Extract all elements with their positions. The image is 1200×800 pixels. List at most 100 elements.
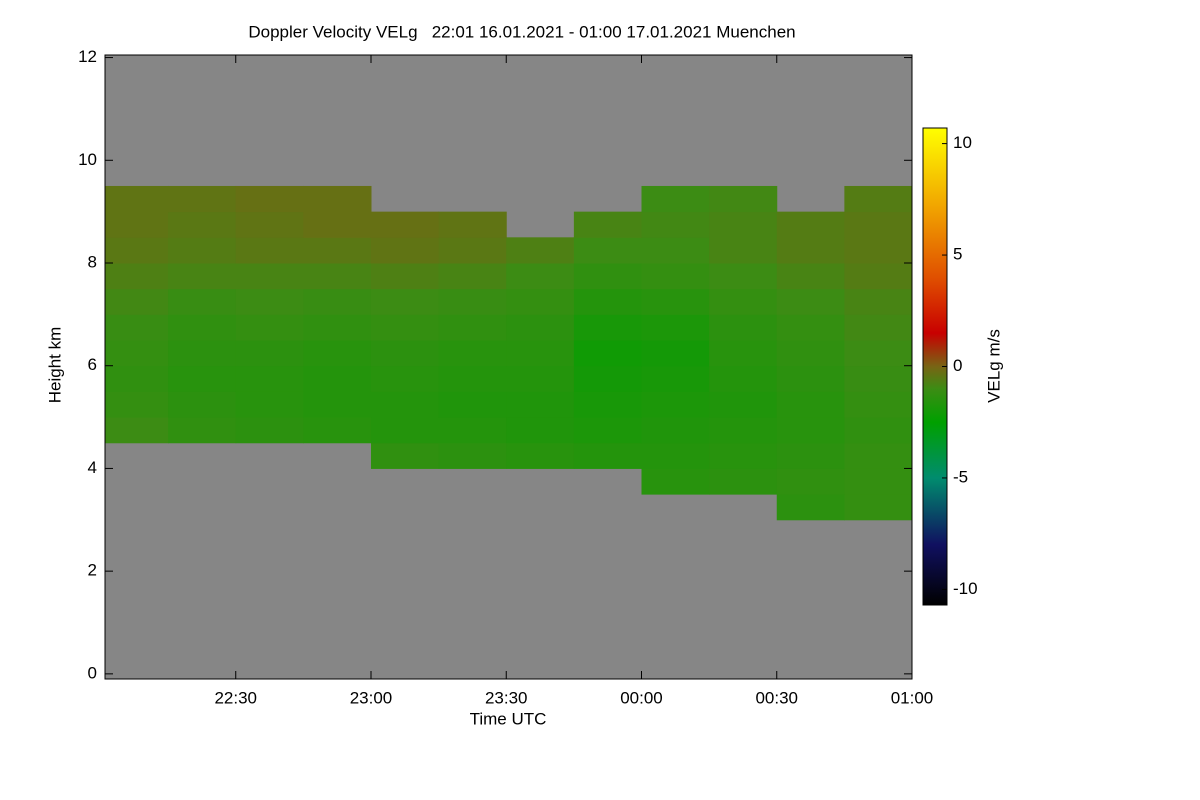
x-tick-label: 23:30: [485, 688, 528, 707]
heatmap-cell: [168, 391, 237, 418]
heatmap-cell: [776, 417, 845, 444]
heatmap-cell: [641, 340, 710, 367]
heatmap-cell: [709, 263, 778, 290]
heatmap-cell: [303, 314, 372, 341]
heatmap-cell: [438, 442, 507, 469]
heatmap-cell: [370, 263, 440, 290]
heatmap-cell: [573, 417, 642, 444]
heatmap-cell: [506, 365, 575, 392]
heatmap-cell: [235, 314, 304, 341]
heatmap-cell: [105, 417, 169, 444]
heatmap-cell: [168, 237, 237, 264]
x-axis-label: Time UTC: [470, 709, 547, 728]
x-tick-label: 00:00: [620, 688, 663, 707]
heatmap-cell: [709, 314, 778, 341]
heatmap-cell: [641, 288, 710, 315]
heatmap-cell: [506, 314, 575, 341]
heatmap-cell: [709, 237, 778, 264]
heatmap-cell: [105, 365, 169, 392]
heatmap-cell: [709, 391, 778, 418]
heatmap-cell: [776, 211, 845, 238]
heatmap-cell: [641, 417, 710, 444]
x-tick-label: 23:00: [350, 688, 393, 707]
heatmap-cell: [370, 417, 440, 444]
chart-title: Doppler Velocity VELg 22:01 16.01.2021 -…: [248, 22, 795, 41]
heatmap-cell: [709, 365, 778, 392]
plot-frame: [104, 54, 913, 680]
colorbar-tick-label: -5: [953, 467, 968, 486]
heatmap-cell: [709, 185, 778, 213]
heatmap-cell: [844, 417, 913, 444]
heatmap-cell: [105, 314, 169, 341]
heatmap-cell: [709, 288, 778, 315]
heatmap-cell: [776, 468, 845, 495]
y-tick-label: 12: [78, 47, 97, 66]
y-tick-label: 0: [88, 663, 97, 682]
y-tick-label: 4: [88, 458, 97, 477]
heatmap-cell: [776, 340, 845, 367]
heatmap-cell: [573, 391, 642, 418]
heatmap-cell: [438, 288, 507, 315]
heatmap-cell: [370, 237, 440, 264]
heatmap-cell: [776, 442, 845, 469]
heatmap-cell: [168, 365, 237, 392]
heatmap-cell: [844, 288, 913, 315]
colorbar-label: VELg m/s: [984, 329, 1003, 403]
heatmap-cell: [641, 211, 710, 238]
heatmap-cell: [438, 314, 507, 341]
heatmap-cell: [235, 288, 304, 315]
heatmap-cell: [105, 263, 169, 290]
heatmap-cell: [641, 263, 710, 290]
heatmap-cell: [168, 417, 237, 444]
heatmap-cell: [235, 417, 304, 444]
heatmap-cell: [573, 314, 642, 341]
heatmap-cell: [573, 237, 642, 264]
heatmap-cell: [506, 442, 575, 469]
y-axis-label: Height km: [45, 327, 64, 404]
heatmap-cell: [438, 237, 507, 264]
heatmap-cell: [105, 340, 169, 367]
y-tick-label: 10: [78, 150, 97, 169]
heatmap-cell: [709, 417, 778, 444]
heatmap-cell: [573, 211, 642, 238]
heatmap-cell: [709, 442, 778, 469]
heatmap-cell: [776, 494, 845, 521]
y-tick-label: 2: [88, 561, 97, 580]
heatmap-cell: [303, 185, 372, 213]
heatmap-cell: [641, 442, 710, 469]
heatmap-cell: [506, 263, 575, 290]
heatmap-cell: [438, 211, 507, 238]
heatmap-cell: [844, 340, 913, 367]
heatmap-cell: [709, 468, 778, 495]
heatmap-cell: [303, 237, 372, 264]
heatmap-cell: [438, 391, 507, 418]
x-tick-label: 00:30: [755, 688, 798, 707]
heatmap-cell: [303, 391, 372, 418]
heatmap-cell: [105, 288, 169, 315]
heatmap-cell: [235, 365, 304, 392]
heatmap-cell: [105, 237, 169, 264]
heatmap-cell: [844, 365, 913, 392]
heatmap-cell: [844, 263, 913, 290]
heatmap-cell: [105, 185, 169, 213]
heatmap-cell: [506, 288, 575, 315]
heatmap-cell: [844, 211, 913, 238]
heatmap-cell: [844, 468, 913, 495]
heatmap-cell: [641, 365, 710, 392]
y-tick-label: 8: [88, 252, 97, 271]
heatmap-cell: [776, 365, 845, 392]
colorbar-tick-label: 5: [953, 245, 962, 264]
heatmap-cell: [168, 340, 237, 367]
heatmap-cell: [641, 237, 710, 264]
heatmap-cell: [370, 365, 440, 392]
heatmap-cell: [844, 494, 913, 521]
heatmap-cell: [303, 211, 372, 238]
heatmap-cell: [506, 417, 575, 444]
heatmap-cell: [506, 340, 575, 367]
heatmap-cell: [844, 314, 913, 341]
heatmap-cell: [641, 391, 710, 418]
heatmap-cell: [438, 365, 507, 392]
heatmap-cell: [776, 263, 845, 290]
heatmap-cell: [303, 365, 372, 392]
colorbar-tick-label: 0: [953, 356, 962, 375]
